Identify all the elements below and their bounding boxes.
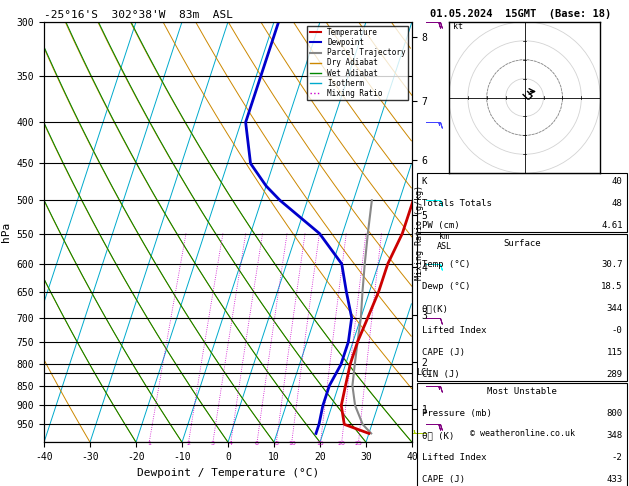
Text: 15: 15 [316,441,325,446]
Text: CAPE (J): CAPE (J) [421,475,465,484]
Text: 25: 25 [355,441,362,446]
Bar [417,383,627,486]
Text: © weatheronline.co.uk: © weatheronline.co.uk [470,429,574,438]
Text: 2: 2 [187,441,191,446]
Text: 3: 3 [211,441,215,446]
Text: -25°16'S  302°38'W  83m  ASL: -25°16'S 302°38'W 83m ASL [44,10,233,20]
Text: 4.61: 4.61 [601,221,623,230]
Text: 433: 433 [606,475,623,484]
Text: 01.05.2024  15GMT  (Base: 18): 01.05.2024 15GMT (Base: 18) [430,9,611,19]
Text: -0: -0 [612,326,623,335]
Text: Mixing Ratio (g/kg): Mixing Ratio (g/kg) [415,185,424,279]
Text: -2: -2 [612,453,623,462]
Text: K: K [421,177,427,187]
Y-axis label: hPa: hPa [1,222,11,242]
Y-axis label: km
ASL: km ASL [437,232,452,251]
Text: Surface: Surface [503,239,541,248]
Text: 800: 800 [606,409,623,418]
Bar [417,234,627,381]
Text: PW (cm): PW (cm) [421,221,459,230]
Text: kt: kt [453,22,463,32]
Text: 344: 344 [606,304,623,313]
Text: Pressure (mb): Pressure (mb) [421,409,491,418]
Text: 1: 1 [147,441,151,446]
Text: 20: 20 [338,441,346,446]
Text: CAPE (J): CAPE (J) [421,348,465,357]
Text: 18.5: 18.5 [601,282,623,291]
Text: 348: 348 [606,431,623,440]
Text: Most Unstable: Most Unstable [487,387,557,396]
Legend: Temperature, Dewpoint, Parcel Trajectory, Dry Adiabat, Wet Adiabat, Isotherm, Mi: Temperature, Dewpoint, Parcel Trajectory… [308,26,408,100]
Text: Totals Totals: Totals Totals [421,199,491,208]
Text: 30.7: 30.7 [601,260,623,269]
Text: Lifted Index: Lifted Index [421,453,486,462]
Text: θᴄ(K): θᴄ(K) [421,304,448,313]
Text: 6: 6 [255,441,259,446]
Text: Lifted Index: Lifted Index [421,326,486,335]
Text: 8: 8 [274,441,278,446]
Text: Temp (°C): Temp (°C) [421,260,470,269]
Text: Dewp (°C): Dewp (°C) [421,282,470,291]
X-axis label: Dewpoint / Temperature (°C): Dewpoint / Temperature (°C) [137,468,319,478]
Bar [417,173,627,232]
Text: CIN (J): CIN (J) [421,370,459,379]
Text: 40: 40 [612,177,623,187]
Text: 48: 48 [612,199,623,208]
Text: 115: 115 [606,348,623,357]
Text: θᴄ (K): θᴄ (K) [421,431,454,440]
Text: 289: 289 [606,370,623,379]
Text: LCL: LCL [416,368,431,378]
Text: 4: 4 [229,441,233,446]
Text: 10: 10 [288,441,296,446]
